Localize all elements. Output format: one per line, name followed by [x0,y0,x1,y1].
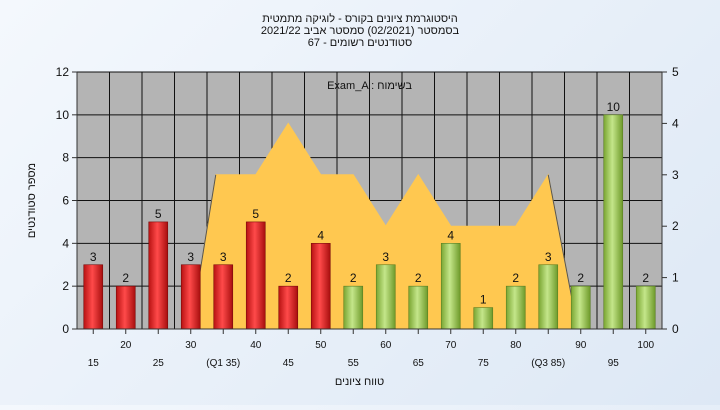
x-tick-label: (Q3 85) [531,358,565,369]
bar [505,285,526,330]
bar-value-label: 4 [447,228,454,242]
x-tick-label: 50 [315,340,327,351]
x-tick-label: 95 [608,358,620,369]
chart-title: היסטוגרמת ציונים בקורס - לוגיקה מתמטיתבס… [261,12,460,49]
x-tick-label: 65 [413,358,425,369]
x-tick-label: 80 [510,340,522,351]
bar [180,264,201,330]
x-tick-label: 75 [478,358,490,369]
y-right-tick-label: 2 [672,219,679,233]
bar [603,114,624,330]
y-right-tick-label: 1 [672,271,679,285]
y-right-tick-label: 4 [672,116,679,130]
bar [245,221,266,330]
y-right-tick-label: 3 [672,168,679,182]
x-tick-label: 55 [348,358,360,369]
x-tick-label: 60 [380,340,392,351]
y-left-tick-label: 2 [62,279,69,293]
y-left-tick-label: 12 [56,65,70,79]
title-line: היסטוגרמת ציונים בקורס - לוגיקה מתמטית [262,12,458,25]
bar-value-label: 1 [480,293,487,307]
bar-value-label: 4 [317,228,324,242]
bar-value-label: 3 [187,250,194,264]
y-left-tick-label: 8 [62,151,69,165]
bar [538,264,559,330]
bar [635,285,656,330]
bar [375,264,396,330]
bar-value-label: 10 [607,100,621,114]
x-tick-label: 70 [445,340,457,351]
bar-value-label: 3 [545,250,552,264]
bars: 3 2 5 3 3 5 2 4 2 3 2 4 1 2 3 2 10 2 [83,100,656,330]
x-tick-label: 15 [88,358,100,369]
bar-value-label: 3 [90,250,97,264]
chart-annotation: Exam_A : בשימוח [327,80,412,92]
bar-value-label: 5 [155,207,162,221]
x-tick-label: 25 [153,358,165,369]
x-tick-label: 30 [185,340,197,351]
title-line: סטודנטים רשומים - 67 [308,37,412,49]
bar [213,264,234,330]
x-axis-label: טווח ציונים [335,376,384,388]
bar-value-label: 2 [642,271,649,285]
bar [115,285,136,330]
area-series-fill [190,122,579,330]
bar-value-label: 2 [122,271,129,285]
y-left-tick-label: 10 [56,108,70,122]
bar-value-label: 2 [415,271,422,285]
bar [83,264,104,330]
x-tick-label: 90 [575,340,587,351]
bar-value-label: 2 [285,271,292,285]
x-tick-label: 45 [283,358,295,369]
bar [408,285,429,330]
y-right-tick-label: 5 [672,65,679,79]
bar [343,285,364,330]
bar-value-label: 3 [382,250,389,264]
bar-value-label: 2 [512,271,519,285]
bar-value-label: 5 [252,207,259,221]
bar [440,243,461,330]
bar [570,285,591,330]
bar-value-label: 3 [220,250,227,264]
title-line: בסמסטר (02/2021) סמסטר אביב 2021/22 [261,25,460,37]
bar-value-label: 2 [577,271,584,285]
x-tick-label: 20 [120,340,132,351]
bar [278,285,299,330]
bar [148,221,169,330]
bar [310,243,331,330]
y-axis-label: מספר סטודנטים [26,163,38,238]
y-left-tick-label: 0 [62,322,69,336]
x-tick-label: 40 [250,340,262,351]
x-tick-label: 100 [637,340,654,351]
y-left-tick-label: 4 [62,236,69,250]
bar-value-label: 2 [350,271,357,285]
x-tick-label: (Q1 35) [206,358,240,369]
bar [473,307,494,330]
y-right-tick-label: 0 [672,322,679,336]
y-left-tick-label: 6 [62,194,69,208]
